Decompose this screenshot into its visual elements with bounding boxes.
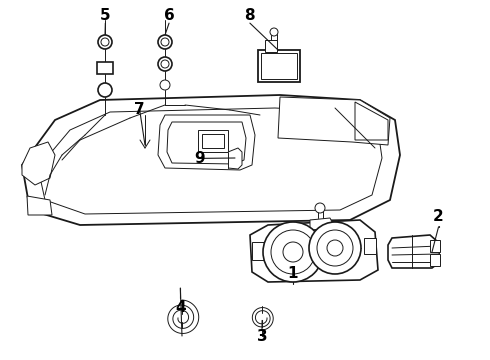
- Circle shape: [101, 38, 109, 46]
- Bar: [265, 40, 277, 52]
- Circle shape: [158, 35, 172, 49]
- Polygon shape: [310, 218, 335, 230]
- Circle shape: [98, 83, 112, 97]
- Bar: [97, 62, 113, 74]
- Bar: [261, 53, 297, 79]
- Circle shape: [270, 28, 278, 36]
- Text: 9: 9: [195, 151, 205, 166]
- Text: 1: 1: [288, 266, 298, 281]
- Polygon shape: [22, 142, 55, 185]
- Text: 6: 6: [164, 8, 174, 23]
- Circle shape: [161, 60, 169, 68]
- Circle shape: [160, 80, 170, 90]
- Polygon shape: [22, 95, 400, 225]
- Polygon shape: [278, 97, 390, 145]
- Bar: [252, 242, 264, 260]
- Circle shape: [263, 222, 323, 282]
- Circle shape: [98, 35, 112, 49]
- Circle shape: [283, 242, 303, 262]
- Bar: [198, 130, 228, 152]
- Text: 3: 3: [257, 329, 268, 344]
- Text: 7: 7: [134, 102, 145, 117]
- Polygon shape: [27, 196, 52, 215]
- Text: 4: 4: [175, 300, 186, 315]
- Bar: [430, 240, 440, 252]
- Text: 8: 8: [245, 8, 255, 23]
- Text: 2: 2: [433, 208, 444, 224]
- Polygon shape: [228, 148, 242, 169]
- Circle shape: [317, 230, 353, 266]
- Polygon shape: [388, 235, 440, 268]
- Bar: [364, 238, 376, 254]
- Polygon shape: [167, 122, 246, 164]
- Bar: [202, 134, 224, 148]
- Circle shape: [327, 240, 343, 256]
- Polygon shape: [38, 108, 382, 214]
- Text: 5: 5: [100, 8, 111, 23]
- Bar: [430, 254, 440, 266]
- Circle shape: [315, 203, 325, 213]
- Circle shape: [161, 38, 169, 46]
- Polygon shape: [250, 220, 378, 282]
- Circle shape: [309, 222, 361, 274]
- Circle shape: [271, 230, 315, 274]
- Circle shape: [158, 57, 172, 71]
- Polygon shape: [355, 102, 388, 140]
- Polygon shape: [158, 115, 255, 170]
- Bar: [258, 50, 300, 82]
